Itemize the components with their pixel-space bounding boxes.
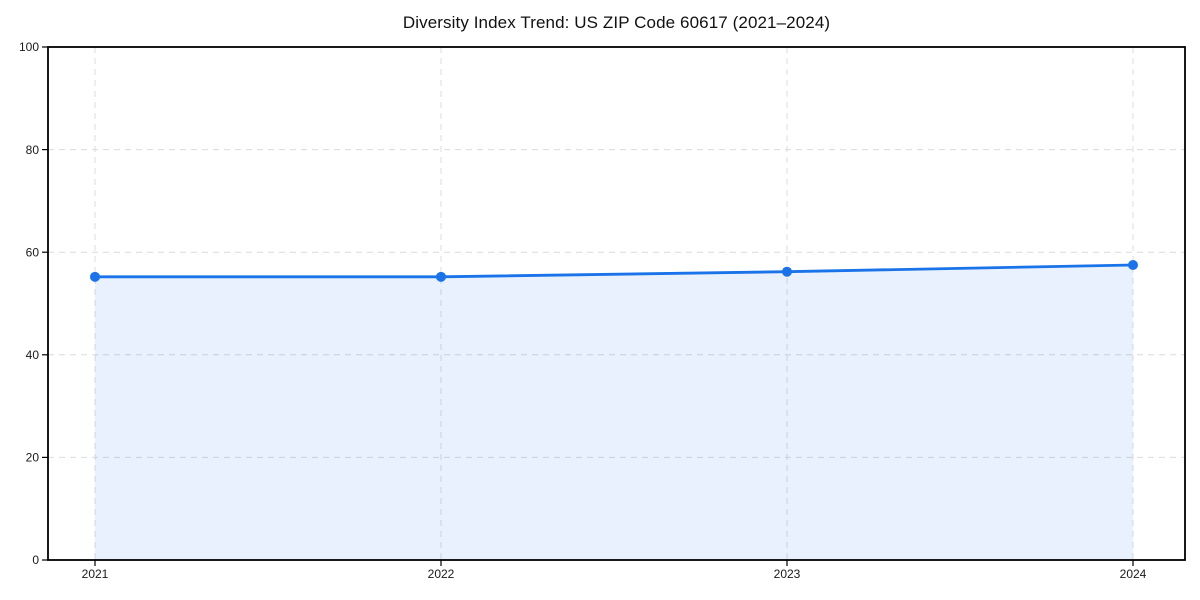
x-tick-label: 2021 xyxy=(82,567,109,581)
y-tick-label: 0 xyxy=(32,553,39,567)
data-point-2024 xyxy=(1128,260,1138,271)
data-point-2022 xyxy=(436,271,446,282)
y-tick-label: 20 xyxy=(26,451,40,465)
data-point-2023 xyxy=(782,266,792,277)
x-tick-label: 2024 xyxy=(1120,567,1147,581)
area-fill xyxy=(95,265,1133,560)
plot-border xyxy=(47,46,1186,561)
chart-title: Diversity Index Trend: US ZIP Code 60617… xyxy=(402,13,831,32)
trend-line xyxy=(93,263,1135,279)
data-point-2021 xyxy=(90,271,100,282)
y-tick-label: 60 xyxy=(26,245,40,259)
y-tick-label: 100 xyxy=(19,40,39,54)
x-tick-label: 2022 xyxy=(428,567,455,581)
x-tick-label: 2023 xyxy=(774,567,801,581)
y-tick-label: 40 xyxy=(26,348,40,362)
y-tick-label: 80 xyxy=(26,143,40,157)
